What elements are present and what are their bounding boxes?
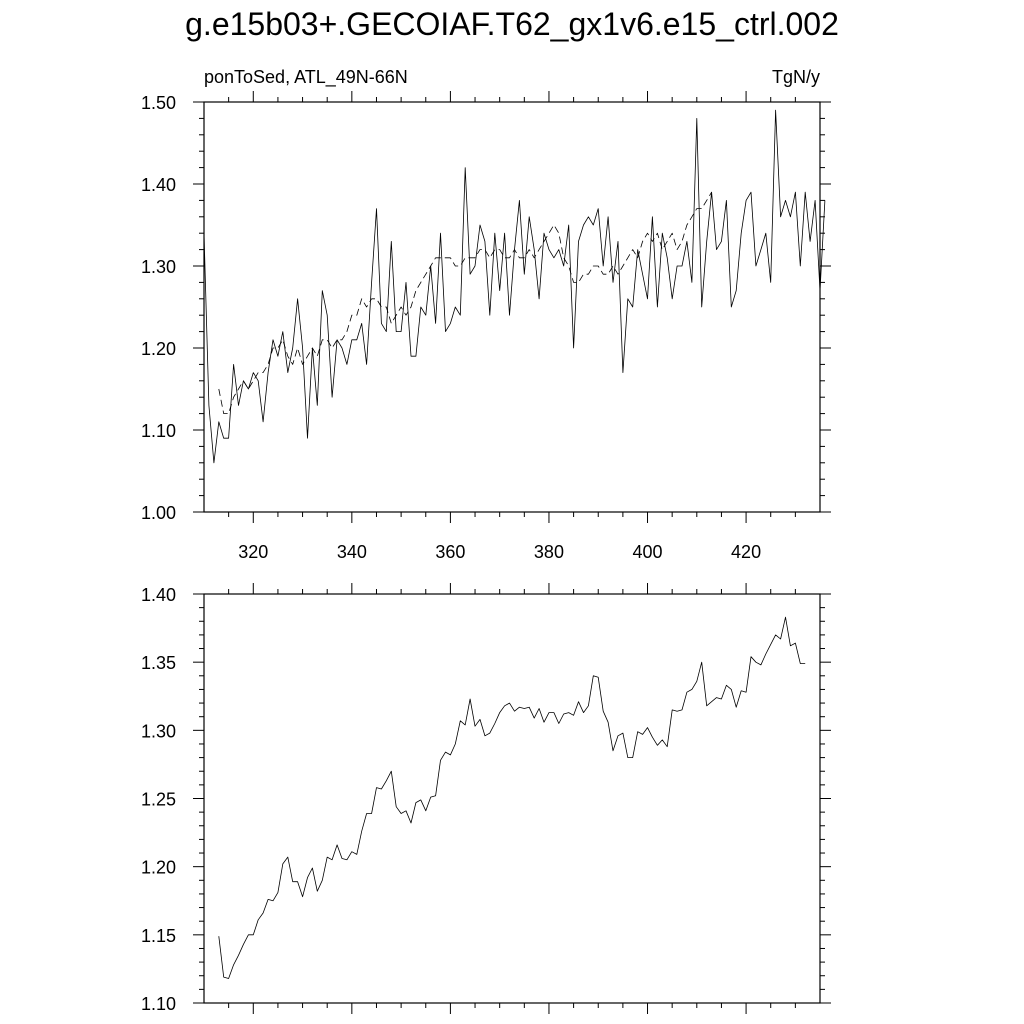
bottom-y-tick-label: 1.40 xyxy=(141,585,176,605)
top-y-tick-label: 1.30 xyxy=(141,257,176,277)
top-x-tick-label: 320 xyxy=(238,542,268,562)
bottom-y-tick-label: 1.20 xyxy=(141,858,176,878)
bottom-y-tick-label: 1.25 xyxy=(141,790,176,810)
top-plot-frame xyxy=(203,101,821,513)
top-panel-variable-label: ponToSed, ATL_49N-66N xyxy=(204,67,408,88)
bottom-panel: 1.10 1.15 1.20 1.25 1.30 1.35 1.40 xyxy=(141,583,831,1014)
top-x-tick-label: 380 xyxy=(534,542,564,562)
bottom-y-tick-label: 1.15 xyxy=(141,926,176,946)
top-panel: ponToSed, ATL_49N-66N TgN/y 320 340 360 380… xyxy=(141,67,831,562)
top-series-solid-line xyxy=(203,109,826,464)
top-y-tick-label: 1.20 xyxy=(141,339,176,359)
top-x-tick-label: 360 xyxy=(435,542,465,562)
bottom-series-solid-line xyxy=(218,616,806,979)
chart-title: g.e15b03+.GECOIAF.T62_gx1v6.e15_ctrl.002 xyxy=(185,6,839,42)
top-series-dashed-line xyxy=(218,191,712,414)
top-x-tick-label: 400 xyxy=(632,542,662,562)
top-y-tick-label: 1.40 xyxy=(141,175,176,195)
top-y-tick-label: 1.00 xyxy=(141,503,176,523)
top-y-tick-label: 1.10 xyxy=(141,421,176,441)
top-panel-units-label: TgN/y xyxy=(772,67,820,87)
top-y-tick-label: 1.50 xyxy=(141,93,176,113)
top-x-tick-label: 340 xyxy=(337,542,367,562)
bottom-plot-frame xyxy=(203,593,821,1004)
top-x-tick-label: 420 xyxy=(731,542,761,562)
bottom-y-tick-label: 1.30 xyxy=(141,721,176,741)
bottom-y-tick-label: 1.10 xyxy=(141,994,176,1014)
bottom-y-tick-label: 1.35 xyxy=(141,653,176,673)
